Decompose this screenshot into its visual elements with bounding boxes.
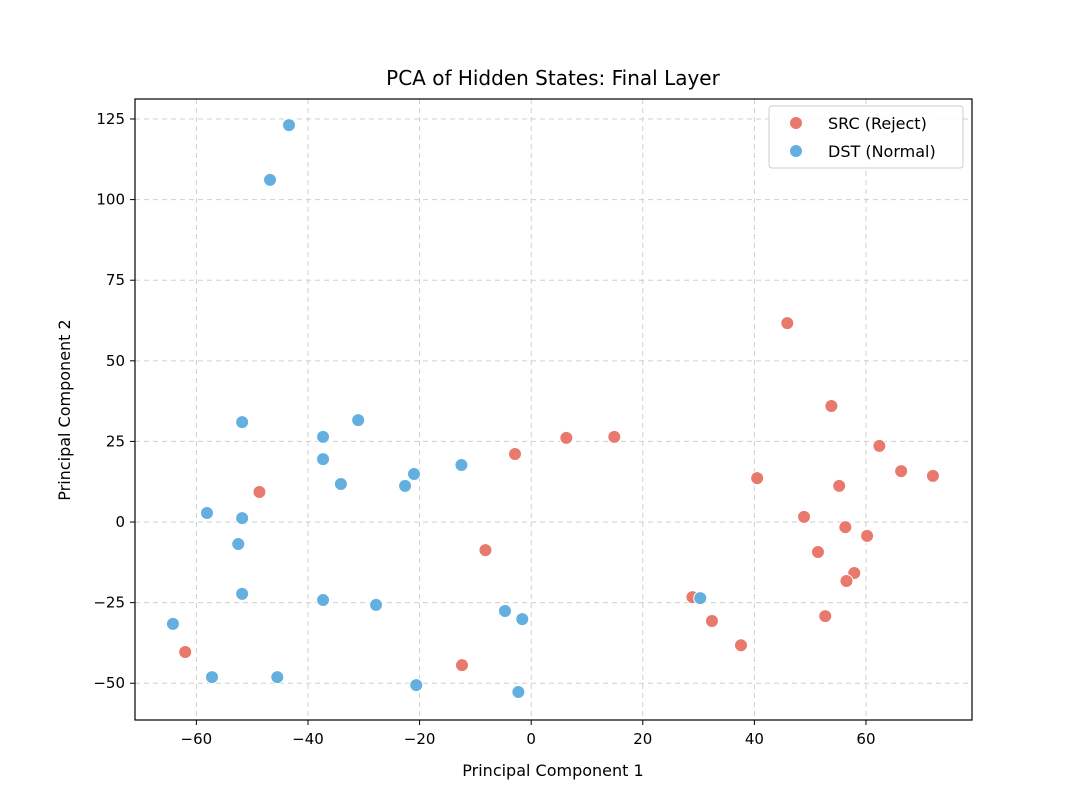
- data-point: [205, 670, 220, 685]
- data-point: [750, 471, 765, 486]
- x-tick-label: −60: [181, 730, 213, 748]
- data-point: [872, 438, 887, 453]
- data-point: [235, 586, 250, 601]
- y-tick-label: 0: [115, 513, 125, 531]
- data-point: [235, 511, 250, 526]
- data-point: [398, 478, 413, 493]
- y-axis-label: Principal Component 2: [55, 319, 74, 500]
- legend-label-dst: DST (Normal): [828, 142, 936, 161]
- legend-marker-src: [790, 117, 802, 129]
- data-point: [733, 638, 748, 653]
- data-point: [351, 413, 366, 428]
- data-point: [511, 684, 526, 699]
- data-point: [282, 118, 297, 133]
- data-point: [231, 536, 246, 551]
- y-tick-label: 125: [96, 110, 125, 128]
- series-1: [165, 118, 708, 699]
- data-point: [860, 528, 875, 543]
- data-point: [818, 609, 833, 624]
- data-point: [270, 670, 285, 685]
- y-tick-label: 100: [96, 191, 125, 209]
- y-tick-label: −50: [93, 674, 125, 692]
- data-point: [797, 509, 812, 524]
- data-point: [824, 398, 839, 413]
- data-point: [925, 468, 940, 483]
- data-point: [178, 644, 193, 659]
- legend-box: [768, 105, 964, 169]
- data-point: [407, 466, 421, 481]
- data-points: [165, 118, 940, 699]
- data-point: [478, 543, 493, 558]
- data-point: [839, 574, 854, 589]
- grid: [135, 99, 972, 720]
- x-tick-label: −20: [404, 730, 436, 748]
- data-point: [607, 429, 622, 444]
- legend-label-src: SRC (Reject): [828, 114, 927, 133]
- y-tick-label: 50: [106, 352, 125, 370]
- data-point: [497, 604, 512, 619]
- data-point: [780, 316, 795, 331]
- data-point: [316, 593, 331, 608]
- data-point: [165, 616, 180, 631]
- legend: SRC (Reject) DST (Normal): [768, 105, 964, 169]
- plot-frame: [134, 98, 973, 721]
- y-tick-label: −25: [93, 594, 125, 612]
- data-point: [838, 520, 853, 535]
- data-point: [263, 172, 278, 187]
- data-point: [316, 452, 331, 467]
- x-tick-label: 40: [745, 730, 764, 748]
- x-tick-label: 60: [856, 730, 875, 748]
- x-tick-label: 20: [633, 730, 652, 748]
- data-point: [369, 597, 384, 612]
- x-tick-label: 0: [526, 730, 536, 748]
- data-point: [832, 478, 847, 493]
- y-tick-label: 75: [106, 271, 125, 289]
- data-point: [252, 485, 267, 500]
- data-point: [559, 430, 574, 445]
- y-tick-label: 25: [106, 432, 125, 450]
- legend-marker-dst: [790, 145, 802, 157]
- data-point: [199, 506, 214, 520]
- data-point: [454, 457, 469, 472]
- data-point: [894, 464, 909, 479]
- data-point: [235, 415, 250, 430]
- axis-ticks: −60 −40 −20 0 20 40 60 −50 −25 0 25 50 75 100 125: [93, 110, 875, 748]
- series-0: [178, 316, 940, 673]
- x-axis-label: Principal Component 1: [462, 761, 643, 780]
- data-point: [810, 545, 825, 560]
- data-point: [693, 591, 708, 606]
- data-point: [454, 658, 469, 673]
- x-tick-label: −40: [292, 730, 324, 748]
- data-point: [515, 612, 530, 627]
- data-point: [316, 429, 331, 444]
- data-point: [333, 476, 348, 491]
- data-point: [507, 446, 522, 461]
- chart-title: PCA of Hidden States: Final Layer: [386, 66, 720, 90]
- data-point: [704, 614, 719, 629]
- data-point: [409, 678, 424, 693]
